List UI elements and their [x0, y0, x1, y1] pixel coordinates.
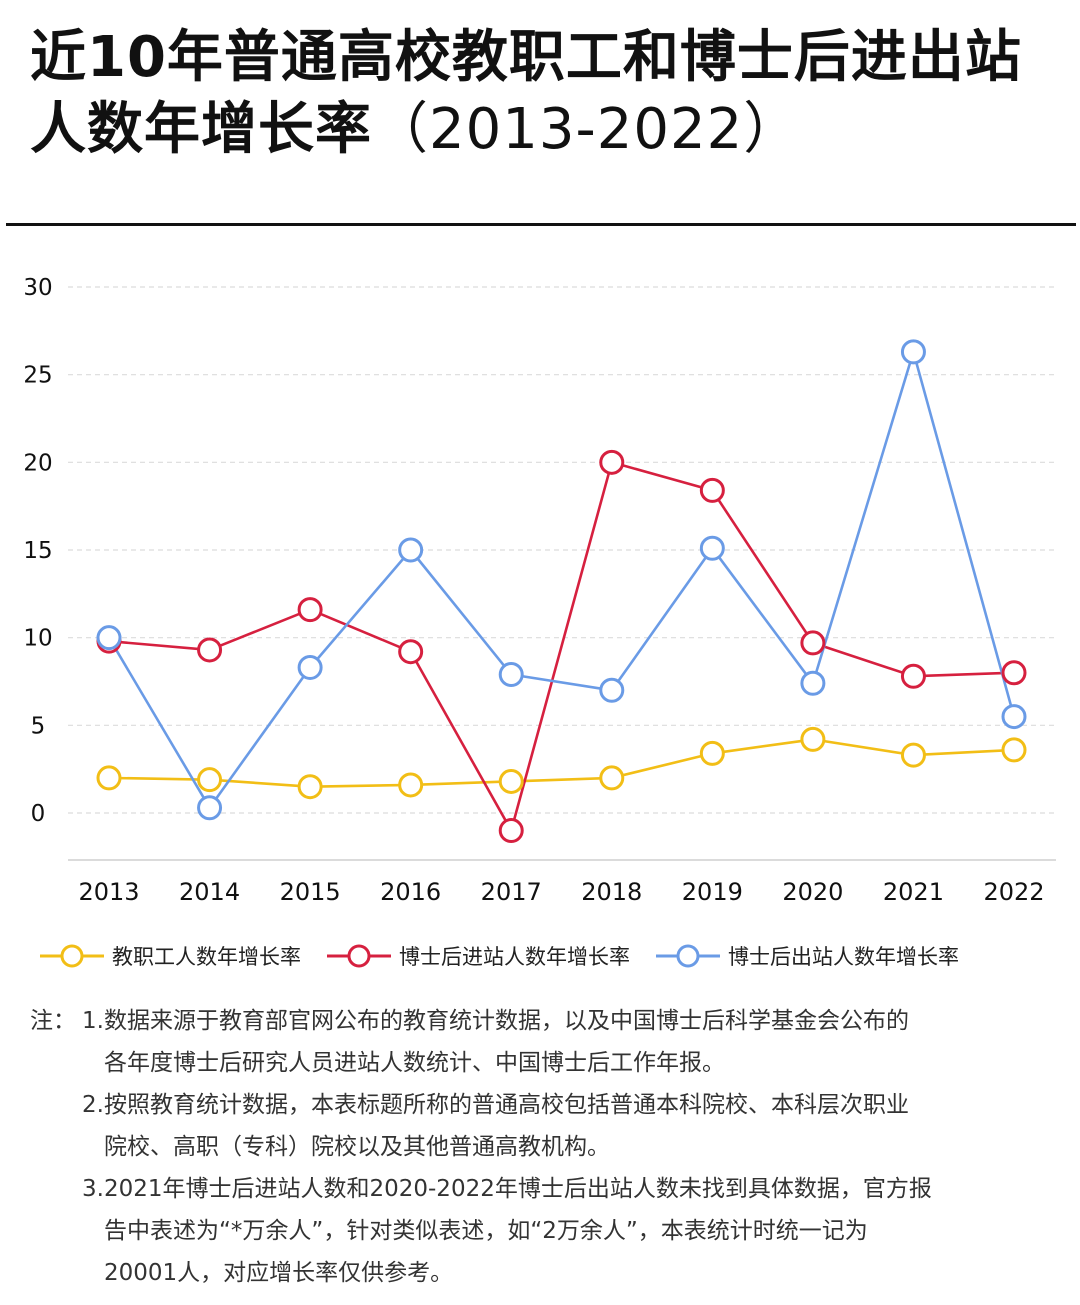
legend-item-staff: 教职工人数年增长率 [40, 941, 301, 971]
note-1: 注： 1.数据来源于教育部官网公布的教育统计数据，以及中国博士后科学基金会公布的 [30, 1000, 1070, 1042]
data-point-postdoc-entry [498, 818, 524, 844]
y-tick-label: 0 [31, 801, 46, 827]
data-point-postdoc-exit [498, 661, 524, 687]
data-point-postdoc-entry [1001, 660, 1027, 686]
data-point-postdoc-entry [800, 630, 826, 656]
data-point-postdoc-entry [900, 663, 926, 689]
legend-marker-postdoc-entry [327, 944, 391, 968]
y-axis: 0 5 10 15 20 25 30 [23, 275, 52, 827]
x-tick-label: 2013 [78, 878, 139, 906]
data-point-postdoc-exit [1001, 704, 1027, 730]
note-2-line-1: 2.按照教育统计数据，本表标题所称的普通高校包括普通本科院校、本科层次职业 [82, 1092, 909, 1118]
data-point-postdoc-entry [699, 477, 725, 503]
data-point-staff [96, 765, 122, 791]
note-1-continued: 各年度博士后研究人员进站人数统计、中国博士后工作年报。 [30, 1042, 1070, 1084]
data-point-staff [197, 767, 223, 793]
chart-title-line1: 近10年普通高校教职工和博士后进出站 [30, 25, 1022, 90]
data-point-postdoc-exit [297, 654, 323, 680]
legend-item-postdoc-entry: 博士后进站人数年增长率 [327, 941, 630, 971]
legend-marker-postdoc-exit [656, 944, 720, 968]
legend-item-postdoc-exit: 博士后出站人数年增长率 [656, 941, 959, 971]
data-point-postdoc-exit [900, 339, 926, 365]
data-point-staff [599, 765, 625, 791]
note-3-continued: 告中表述为“*万余人”，针对类似表述，如“2万余人”，本表统计时统一记为 [30, 1210, 1070, 1252]
note-1-line-2: 各年度博士后研究人员进站人数统计、中国博士后工作年报。 [104, 1050, 725, 1076]
x-tick-label: 2022 [983, 878, 1044, 906]
data-point-postdoc-exit [398, 537, 424, 563]
data-point-postdoc-entry [398, 639, 424, 665]
data-point-staff [398, 772, 424, 798]
data-point-staff [297, 774, 323, 800]
data-point-postdoc-exit [599, 677, 625, 703]
legend-marker-staff [40, 944, 104, 968]
data-point-postdoc-entry [599, 449, 625, 475]
note-3-line-1: 3.2021年博士后进站人数和2020-2022年博士后出站人数未找到具体数据，… [82, 1176, 932, 1202]
data-point-staff [498, 768, 524, 794]
chart-title-years: （2013-2022） [372, 97, 801, 162]
x-tick-label: 2021 [883, 878, 944, 906]
y-tick-label: 25 [23, 363, 52, 389]
data-point-staff [900, 742, 926, 768]
x-tick-label: 2020 [782, 878, 843, 906]
data-point-postdoc-entry [197, 637, 223, 663]
data-point-staff [800, 726, 826, 752]
y-tick-label: 20 [23, 450, 52, 476]
chart-title-main: 人数年增长率 [30, 97, 372, 162]
data-point-postdoc-exit [96, 625, 122, 651]
data-point-postdoc-exit [197, 795, 223, 821]
data-point-staff [1001, 737, 1027, 763]
y-tick-label: 5 [31, 713, 46, 739]
data-point-postdoc-exit [699, 535, 725, 561]
y-tick-label: 30 [23, 275, 52, 301]
chart-series [96, 339, 1027, 844]
x-tick-label: 2018 [581, 878, 642, 906]
x-axis: 2013 2014 2015 2016 2017 2018 2019 2020 2021 2022 [68, 859, 1056, 906]
note-prefix: 注： [30, 1008, 76, 1034]
data-point-postdoc-entry [297, 597, 323, 623]
x-tick-label: 2016 [380, 878, 441, 906]
x-tick-label: 2015 [280, 878, 341, 906]
series-line-postdoc-entry [108, 461, 1015, 832]
x-tick-label: 2017 [481, 878, 542, 906]
note-3-continued-2: 20001人，对应增长率仅供参考。 [30, 1252, 1070, 1294]
note-2: 2.按照教育统计数据，本表标题所称的普通高校包括普通本科院校、本科层次职业 [30, 1084, 1070, 1126]
note-3-line-3: 20001人，对应增长率仅供参考。 [104, 1260, 454, 1286]
note-1-line-1: 1.数据来源于教育部官网公布的教育统计数据，以及中国博士后科学基金会公布的 [82, 1008, 909, 1034]
chart-title: 近10年普通高校教职工和博士后进出站 人数年增长率（2013-2022） [30, 22, 1070, 166]
x-tick-label: 2014 [179, 878, 240, 906]
note-2-continued: 院校、高职（专科）院校以及其他普通高教机构。 [30, 1126, 1070, 1168]
data-point-postdoc-exit [800, 670, 826, 696]
note-2-line-2: 院校、高职（专科）院校以及其他普通高教机构。 [104, 1134, 610, 1160]
chart-grid [68, 286, 1056, 814]
y-tick-label: 10 [23, 626, 52, 652]
data-point-staff [699, 740, 725, 766]
legend-label-staff: 教职工人数年增长率 [112, 945, 301, 969]
y-tick-label: 15 [23, 538, 52, 564]
chart-title-line2: 人数年增长率（2013-2022） [30, 94, 1070, 166]
note-3: 3.2021年博士后进站人数和2020-2022年博士后出站人数未找到具体数据，… [30, 1168, 1070, 1210]
series-line-postdoc-exit [107, 350, 1016, 810]
legend-label-postdoc-exit: 博士后出站人数年增长率 [728, 945, 959, 969]
title-divider [6, 223, 1076, 226]
x-tick-label: 2019 [682, 878, 743, 906]
note-3-line-2: 告中表述为“*万余人”，针对类似表述，如“2万余人”，本表统计时统一记为 [104, 1218, 868, 1244]
chart-notes: 注： 1.数据来源于教育部官网公布的教育统计数据，以及中国博士后科学基金会公布的… [30, 1000, 1070, 1294]
series-line-staff [108, 738, 1015, 789]
chart-legend: 教职工人数年增长率 博士后进站人数年增长率 博士后出站人数年增长率 [40, 934, 1070, 978]
legend-label-postdoc-entry: 博士后进站人数年增长率 [399, 945, 630, 969]
